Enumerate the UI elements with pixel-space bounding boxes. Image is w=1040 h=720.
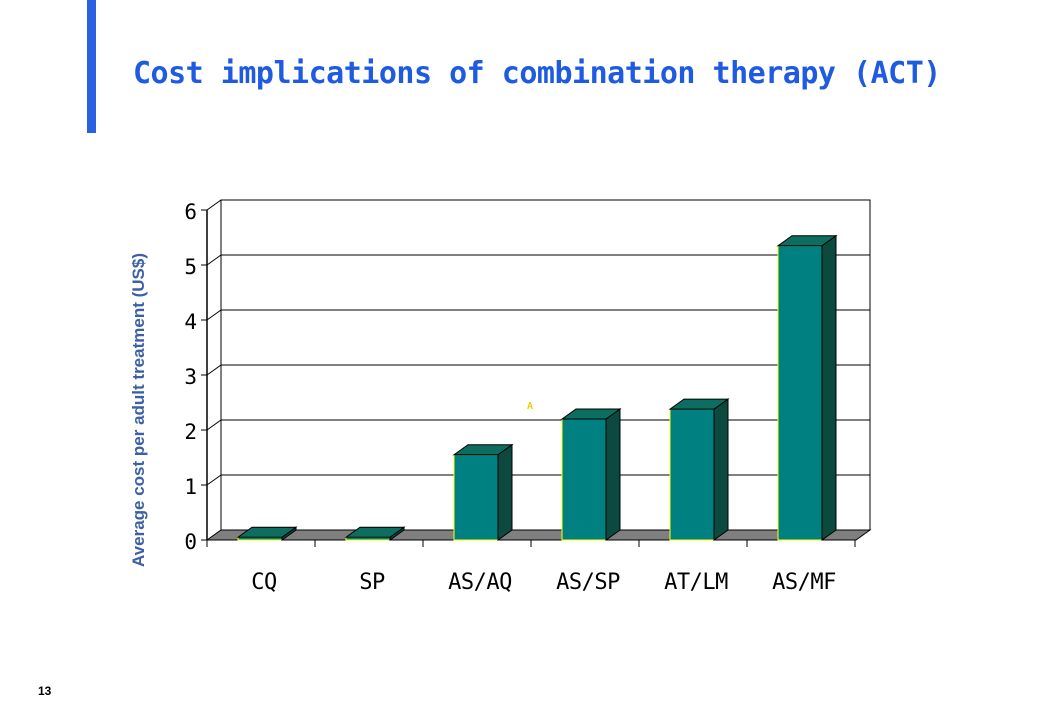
bar-top [560, 408, 622, 420]
gridline-slant [206, 199, 222, 211]
chart-bars [236, 234, 838, 541]
gridline-slant [206, 254, 222, 266]
bar [776, 234, 838, 541]
title-accent-bar [87, 0, 96, 133]
bar [668, 398, 730, 541]
y-tick-label: 4 [184, 310, 197, 334]
gridline-slant [206, 309, 222, 321]
slide-title: Cost implications of combination therapy… [133, 56, 941, 91]
x-tick-label: AS/SP [556, 570, 620, 595]
bar-side [821, 234, 837, 541]
bar-top [236, 526, 298, 538]
chart-floor [205, 529, 872, 541]
bar-side [713, 398, 729, 541]
bar [344, 526, 406, 541]
gridline-slant [206, 474, 222, 486]
back-wall-frame [220, 199, 871, 530]
chart-axes [201, 209, 856, 547]
x-tick-label: CQ [251, 570, 277, 595]
chart-gridlines [206, 199, 871, 530]
bar-top [452, 444, 514, 456]
y-tick-label: 2 [184, 420, 197, 444]
bar-front [777, 245, 823, 541]
bar-front [561, 418, 607, 541]
x-tick-label: AS/AQ [448, 570, 512, 595]
y-axis-label: Average cost per adult treatment (US$) [129, 253, 148, 567]
gridline-slant [206, 419, 222, 431]
x-tick-label: AS/MF [772, 570, 836, 595]
x-tick-label: SP [359, 570, 385, 595]
page-number: 13 [38, 684, 52, 698]
stray-mark: A [527, 401, 533, 412]
bar [560, 408, 622, 541]
bar [452, 443, 514, 541]
y-tick-label: 0 [184, 530, 197, 554]
x-tick-label: AT/LM [664, 570, 728, 595]
bar [236, 526, 298, 541]
bar-top [668, 398, 730, 410]
bar-side [605, 408, 621, 541]
y-tick-label: 3 [184, 365, 197, 389]
gridline-slant [206, 364, 222, 376]
y-tick-label: 1 [184, 475, 197, 499]
bar-side [497, 443, 513, 541]
y-tick-label: 6 [184, 200, 197, 224]
y-tick-labels: 0 1 2 3 4 5 6 [184, 200, 197, 554]
bar-top [776, 235, 838, 247]
chart-floor-plane [205, 529, 872, 541]
bar-front [669, 408, 715, 541]
bar-front [453, 454, 499, 541]
y-tick-label: 5 [184, 255, 197, 279]
x-tick-labels: CQ SP AS/AQ AS/SP AT/LM AS/MF [251, 570, 836, 595]
bar-top [344, 526, 406, 538]
